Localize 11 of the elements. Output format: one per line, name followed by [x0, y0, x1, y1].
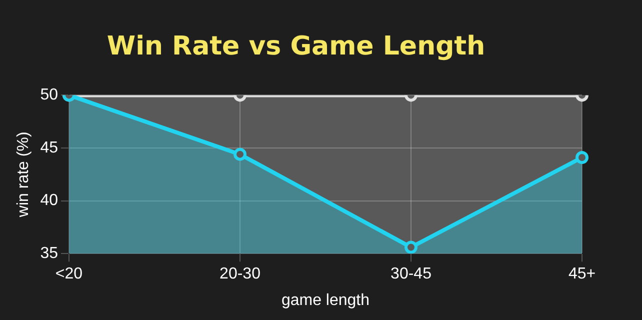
y-tick-label: 35 [40, 245, 58, 262]
chart-title: Win Rate vs Game Length [106, 31, 486, 62]
y-tick-label: 40 [40, 192, 58, 210]
x-tick-label: 30-45 [390, 266, 432, 283]
y-tick-label: 50 [40, 86, 58, 104]
x-tick-label: <20 [55, 266, 83, 283]
y-axis-title: win rate (%) [15, 132, 32, 218]
y-tick-label: 45 [40, 139, 58, 156]
x-tick-label: 45+ [568, 266, 596, 283]
x-axis-title: game length [281, 292, 370, 309]
x-tick-label: 20-30 [220, 266, 261, 283]
